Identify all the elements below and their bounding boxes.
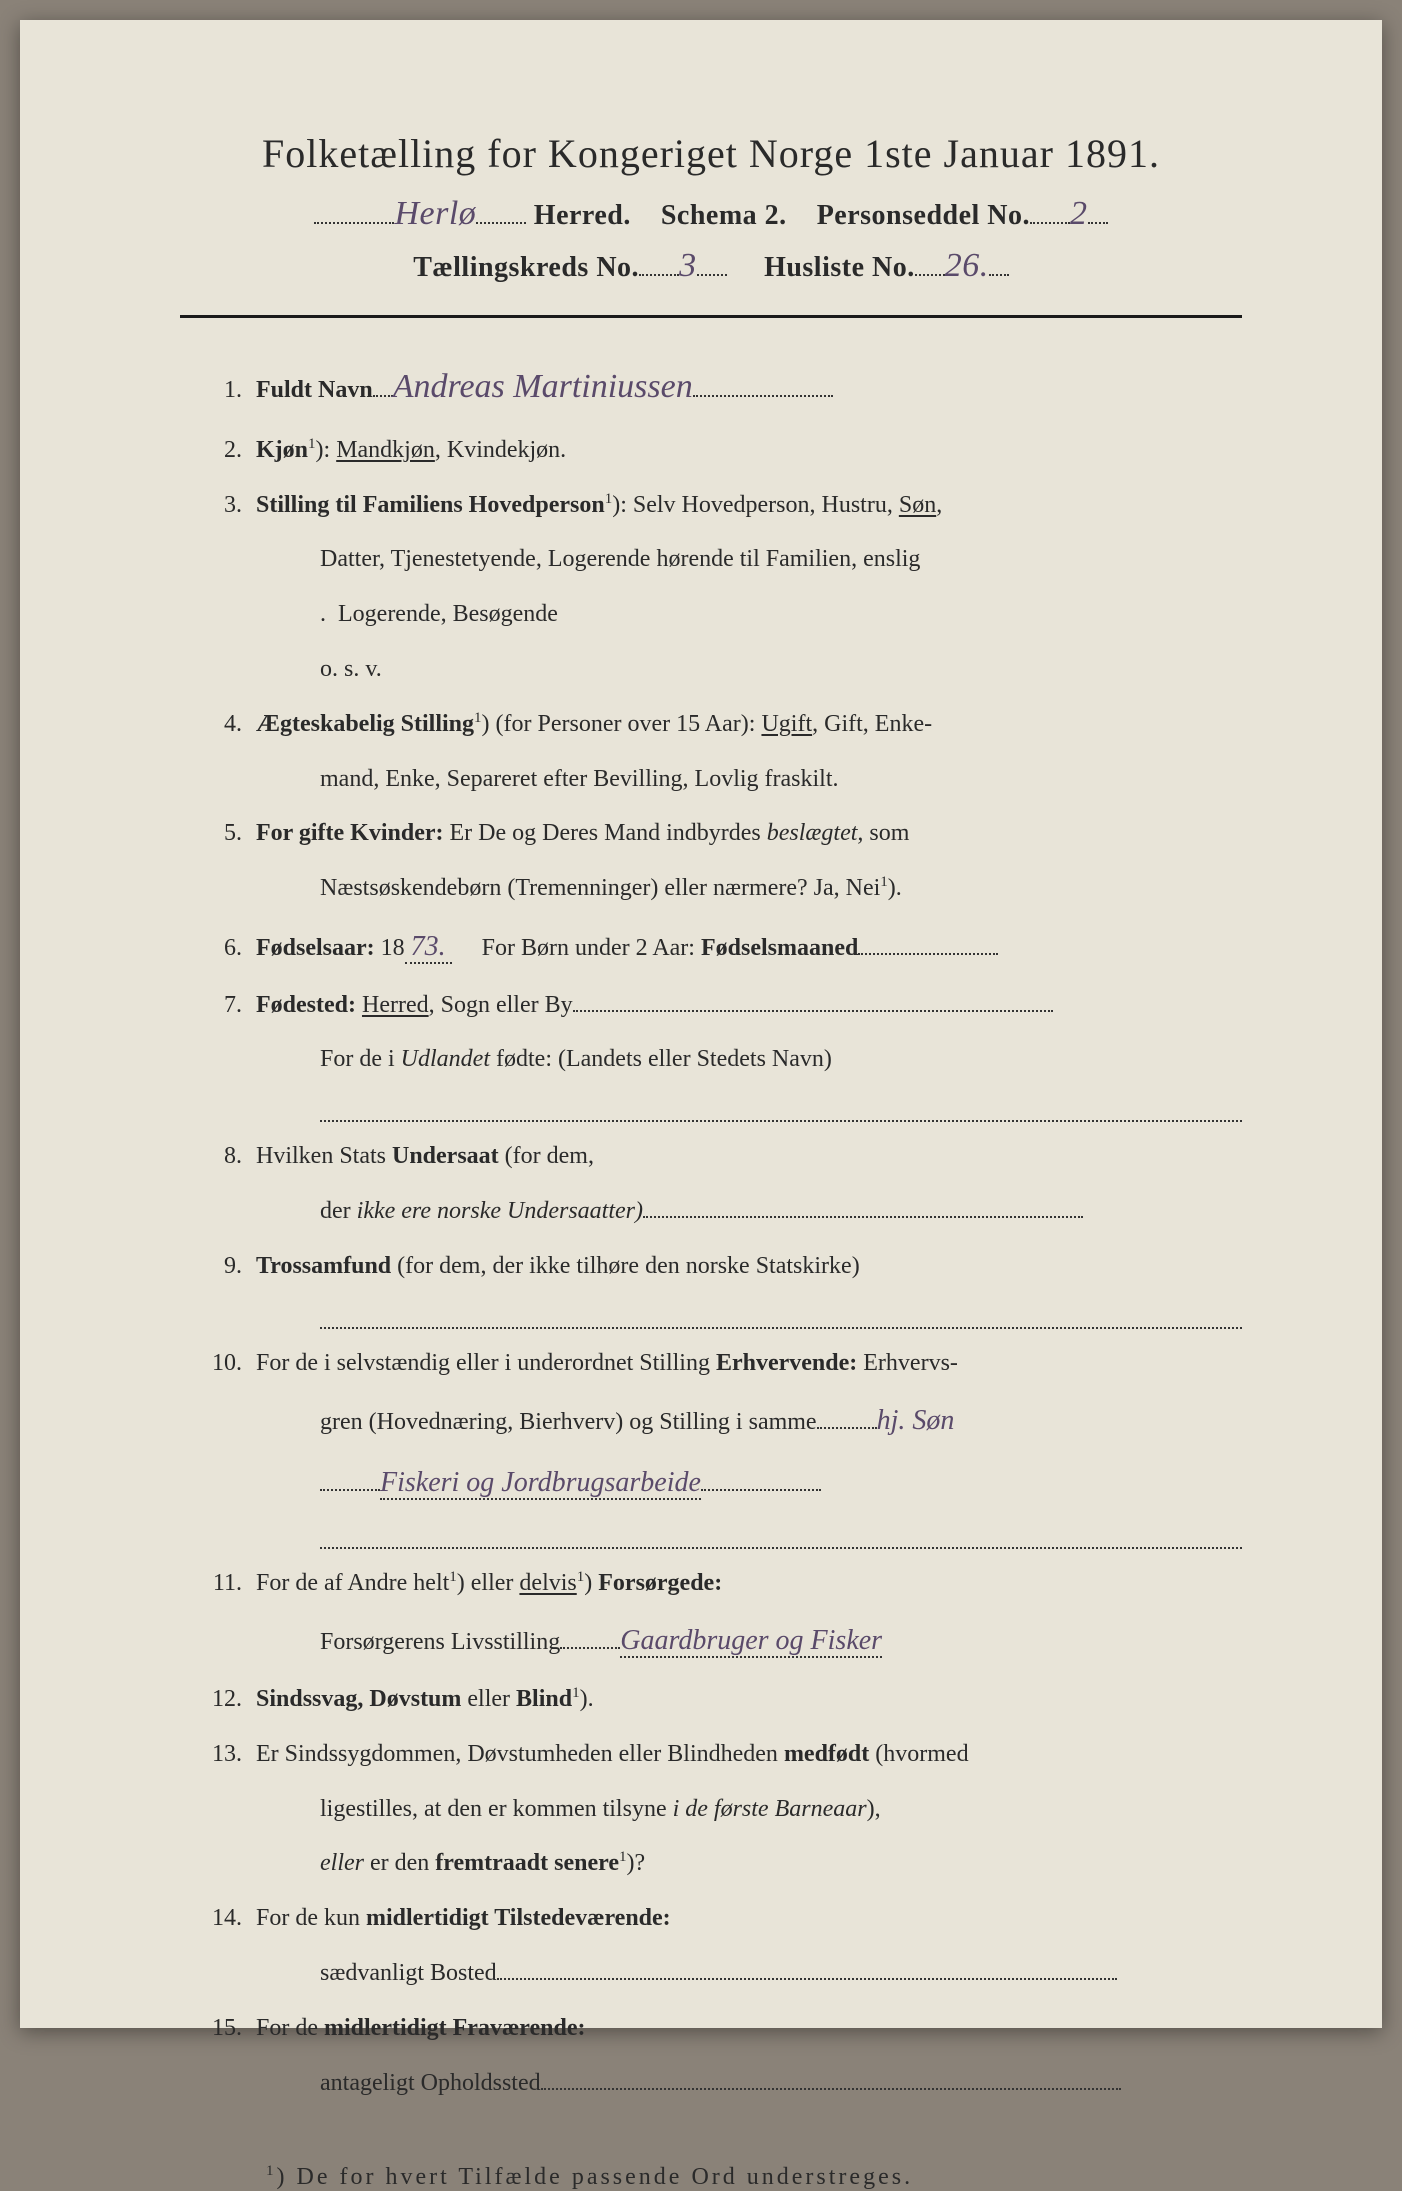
field-1: 1. Fuldt Navn Andreas Martiniussen (200, 358, 1242, 416)
field-3-line3: . Logerende, Besøgende (256, 594, 1242, 635)
field-num: 4. (200, 704, 256, 745)
sel-mandkjon: Mandkjøn (336, 437, 435, 463)
field-num: 12. (200, 1679, 256, 1720)
field-10: 10. For de i selvstændig eller i underor… (200, 1343, 1242, 1384)
field-label: Stilling til Familiens Hovedperson (256, 492, 605, 518)
field-11-line2: Forsørgerens LivsstillingGaardbruger og … (256, 1617, 1242, 1665)
forsorger-hw: Gaardbruger og Fisker (620, 1625, 882, 1658)
field-label: Trossamfund (256, 1253, 391, 1279)
dotted-pre (314, 222, 394, 224)
sel-son: Søn (899, 492, 936, 518)
field-7: 7. Fødested: Herred, Sogn eller By (200, 985, 1242, 1026)
field-label: Ægteskabelig Stilling (256, 711, 474, 737)
field-5-line2: Næstsøskendebørn (Tremenninger) eller næ… (256, 868, 1242, 909)
field-11: 11. For de af Andre helt1) eller delvis1… (200, 1563, 1242, 1604)
field-6: 6. Fødselsaar: 1873. For Børn under 2 Aa… (200, 923, 1242, 971)
fullname-hw: Andreas Martiniussen (393, 358, 693, 416)
field-num: 7. (200, 985, 256, 1026)
field-label: Sindssvag, Døvstum (256, 1686, 461, 1712)
form-header: Folketælling for Kongeriget Norge 1ste J… (180, 130, 1242, 285)
herred-handwritten: Herlø (394, 195, 476, 233)
field-10-hw2: Fiskeri og Jordbrugsarbeide (256, 1459, 1242, 1507)
field-15: 15. For de midlertidigt Fraværende: (200, 2008, 1242, 2049)
field-num: 5. (200, 813, 256, 854)
field-9: 9. Trossamfund (for dem, der ikke tilhør… (200, 1246, 1242, 1287)
header-line-1: Herlø Herred. Schema 2. Personseddel No.… (180, 195, 1242, 233)
field-7-dotline (256, 1094, 1242, 1122)
field-num: 2. (200, 430, 256, 471)
census-form-page: Folketælling for Kongeriget Norge 1ste J… (20, 20, 1382, 2028)
field-label: Fuldt Navn (256, 377, 373, 403)
husliste-hw: 26. (945, 247, 989, 285)
header-divider (180, 315, 1242, 318)
husliste-label: Husliste No. (764, 252, 915, 283)
dotted-post (476, 222, 526, 224)
tkreds-label: Tællingskreds No. (413, 252, 639, 283)
field-label: Fødselsaar: (256, 935, 375, 961)
tkreds-hw: 3 (679, 247, 697, 285)
schema-label: Schema 2. (661, 200, 787, 231)
field-8: 8. Hvilken Stats Undersaat (for dem, (200, 1136, 1242, 1177)
field-10-dotline (256, 1521, 1242, 1549)
sel-herred: Herred (362, 992, 429, 1018)
field-num: 14. (200, 1898, 256, 1939)
footnote: 1) De for hvert Tilfælde passende Ord un… (180, 2163, 1242, 2191)
field-12: 12. Sindssvag, Døvstum eller Blind1). (200, 1679, 1242, 1720)
field-13-line3: eller er den fremtraadt senere1)? (256, 1843, 1242, 1884)
field-14-line2: sædvanligt Bosted (256, 1953, 1242, 1994)
field-7-line2: For de i Udlandet fødte: (Landets eller … (256, 1039, 1242, 1080)
year-hw: 73. (405, 931, 452, 964)
field-9-dotline (256, 1301, 1242, 1329)
field-label: For gifte Kvinder: (256, 820, 444, 846)
herred-label: Herred. (534, 200, 631, 231)
field-num: 11. (200, 1563, 256, 1604)
field-label: Fødested: (256, 992, 356, 1018)
header-line-2: Tællingskreds No. 3 Husliste No. 26. (180, 247, 1242, 285)
field-num: 8. (200, 1136, 256, 1177)
personseddel-label: Personseddel No. (817, 200, 1030, 231)
field-13-line2: ligestilles, at den er kommen tilsyne i … (256, 1789, 1242, 1830)
dotted-p (1030, 222, 1070, 224)
field-5: 5. For gifte Kvinder: Er De og Deres Man… (200, 813, 1242, 854)
field-num: 13. (200, 1734, 256, 1775)
field-num: 9. (200, 1246, 256, 1287)
field-label: Kjøn (256, 437, 308, 463)
field-num: 15. (200, 2008, 256, 2049)
field-13: 13. Er Sindssygdommen, Døvstumheden elle… (200, 1734, 1242, 1775)
field-num: 6. (200, 928, 256, 969)
field-15-line2: antageligt Opholdssted (256, 2063, 1242, 2104)
field-3-line2: Datter, Tjenestetyende, Logerende hørend… (256, 539, 1242, 580)
field-4-line2: mand, Enke, Separeret efter Bevilling, L… (256, 759, 1242, 800)
field-3: 3. Stilling til Familiens Hovedperson1):… (200, 485, 1242, 526)
field-num: 1. (200, 370, 256, 411)
field-4: 4. Ægteskabelig Stilling1) (for Personer… (200, 704, 1242, 745)
field-8-line2: der ikke ere norske Undersaatter) (256, 1191, 1242, 1232)
erhverv-hw1: hj. Søn (877, 1405, 955, 1436)
field-3-line4: o. s. v. (256, 649, 1242, 690)
erhverv-hw2: Fiskeri og Jordbrugsarbeide (380, 1467, 701, 1500)
field-10-line2: gren (Hovednæring, Bierhverv) og Stillin… (256, 1397, 1242, 1445)
sel-ugift: Ugift (761, 711, 812, 737)
personseddel-hw: 2 (1070, 195, 1088, 233)
field-14: 14. For de kun midlertidigt Tilstedevære… (200, 1898, 1242, 1939)
field-2: 2. Kjøn1): Mandkjøn, Kvindekjøn. (200, 430, 1242, 471)
form-body: 1. Fuldt Navn Andreas Martiniussen 2. Kjø… (180, 358, 1242, 2103)
field-num: 10. (200, 1343, 256, 1384)
form-title: Folketælling for Kongeriget Norge 1ste J… (180, 130, 1242, 177)
field-num: 3. (200, 485, 256, 526)
